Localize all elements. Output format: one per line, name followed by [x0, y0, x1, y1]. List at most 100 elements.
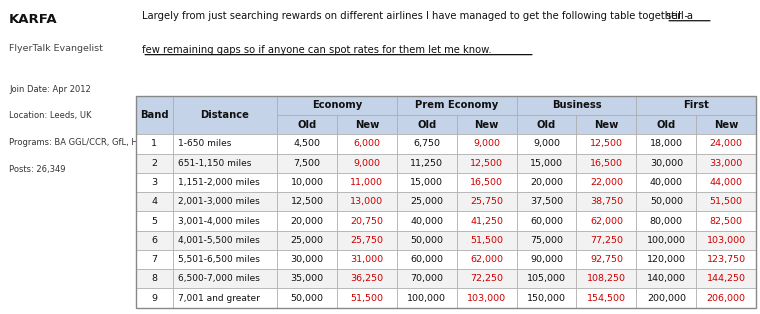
Text: Location: Leeds, UK: Location: Leeds, UK — [9, 111, 92, 121]
Bar — [517, 154, 577, 173]
Text: 37,500: 37,500 — [530, 197, 563, 206]
Text: 2: 2 — [151, 159, 157, 168]
Bar — [277, 173, 337, 192]
Text: 11,250: 11,250 — [410, 159, 443, 168]
Text: 18,000: 18,000 — [650, 139, 682, 149]
Text: 105,000: 105,000 — [527, 274, 566, 283]
Bar — [517, 192, 577, 211]
Text: 7,001 and greater: 7,001 and greater — [178, 294, 259, 303]
Text: 77,250: 77,250 — [590, 236, 623, 245]
Bar — [696, 231, 756, 250]
Bar — [636, 231, 696, 250]
Bar — [397, 211, 457, 231]
Text: 4,001-5,500 miles: 4,001-5,500 miles — [178, 236, 259, 245]
Text: 92,750: 92,750 — [590, 255, 623, 264]
Bar — [277, 269, 337, 289]
Text: 51,500: 51,500 — [470, 236, 503, 245]
Bar — [136, 154, 173, 173]
Bar — [136, 173, 173, 192]
Bar — [337, 250, 397, 269]
Bar — [696, 115, 756, 134]
Bar — [517, 250, 577, 269]
Text: 3,001-4,000 miles: 3,001-4,000 miles — [178, 217, 259, 225]
Text: 75,000: 75,000 — [530, 236, 563, 245]
Text: 31,000: 31,000 — [350, 255, 383, 264]
Text: First: First — [683, 100, 709, 111]
Bar — [136, 96, 173, 134]
Text: few remaining gaps so if anyone can spot rates for them let me know.: few remaining gaps so if anyone can spot… — [142, 45, 492, 55]
Text: 6,500-7,000 miles: 6,500-7,000 miles — [178, 274, 259, 283]
Text: 51,500: 51,500 — [710, 197, 743, 206]
Text: 24,000: 24,000 — [710, 139, 743, 149]
Text: 38,750: 38,750 — [590, 197, 623, 206]
Bar — [517, 115, 577, 134]
Bar — [696, 289, 756, 308]
Bar — [696, 154, 756, 173]
Bar — [136, 192, 173, 211]
Text: 20,750: 20,750 — [350, 217, 383, 225]
Bar — [173, 289, 277, 308]
Text: 9,000: 9,000 — [533, 139, 560, 149]
Text: 22,000: 22,000 — [590, 178, 623, 187]
Text: Prem Economy: Prem Economy — [415, 100, 499, 111]
Bar — [136, 134, 173, 154]
Text: 72,250: 72,250 — [470, 274, 503, 283]
Bar — [397, 154, 457, 173]
Text: 150,000: 150,000 — [527, 294, 566, 303]
Text: 50,000: 50,000 — [650, 197, 682, 206]
Text: Largely from just searching rewards on different airlines I have managed to get : Largely from just searching rewards on d… — [142, 11, 692, 21]
Text: 50,000: 50,000 — [410, 236, 443, 245]
Text: 70,000: 70,000 — [410, 274, 443, 283]
Bar — [397, 231, 457, 250]
Text: 62,000: 62,000 — [590, 217, 623, 225]
Text: 120,000: 120,000 — [647, 255, 686, 264]
Text: 1-650 miles: 1-650 miles — [178, 139, 231, 149]
Text: 41,250: 41,250 — [470, 217, 503, 225]
Bar — [337, 115, 397, 134]
Bar — [277, 96, 397, 115]
Bar — [457, 192, 517, 211]
Text: 7: 7 — [151, 255, 157, 264]
Text: 6,000: 6,000 — [353, 139, 380, 149]
Text: 40,000: 40,000 — [410, 217, 443, 225]
Bar — [696, 211, 756, 231]
Bar — [517, 134, 577, 154]
Bar — [397, 250, 457, 269]
Bar — [136, 269, 173, 289]
Text: Old: Old — [657, 120, 676, 130]
Bar — [636, 96, 756, 115]
Text: 60,000: 60,000 — [410, 255, 443, 264]
Bar — [457, 231, 517, 250]
Bar — [337, 269, 397, 289]
Bar — [277, 134, 337, 154]
Bar — [577, 154, 636, 173]
Bar — [277, 192, 337, 211]
Text: New: New — [594, 120, 619, 130]
Bar — [337, 154, 397, 173]
Text: 12,500: 12,500 — [470, 159, 503, 168]
Bar — [173, 154, 277, 173]
Bar — [277, 231, 337, 250]
Text: 4: 4 — [151, 197, 157, 206]
Bar — [457, 250, 517, 269]
Text: 103,000: 103,000 — [467, 294, 506, 303]
Text: New: New — [474, 120, 499, 130]
Text: 40,000: 40,000 — [650, 178, 682, 187]
Text: 25,750: 25,750 — [350, 236, 383, 245]
Bar — [136, 211, 173, 231]
Bar — [457, 269, 517, 289]
Bar — [136, 250, 173, 269]
Bar — [173, 211, 277, 231]
Bar — [173, 173, 277, 192]
Bar — [337, 134, 397, 154]
Bar — [173, 134, 277, 154]
Text: 35,000: 35,000 — [290, 274, 324, 283]
Bar — [696, 269, 756, 289]
Text: 60,000: 60,000 — [530, 217, 563, 225]
Bar — [696, 134, 756, 154]
Bar — [577, 211, 636, 231]
Text: 50,000: 50,000 — [290, 294, 324, 303]
Bar — [577, 269, 636, 289]
Text: 4,500: 4,500 — [293, 139, 321, 149]
Bar — [337, 231, 397, 250]
